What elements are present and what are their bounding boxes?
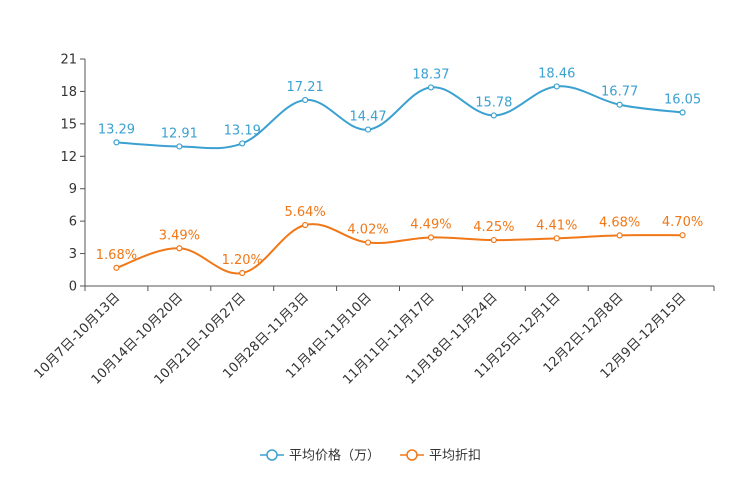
data-point[interactable]	[427, 234, 435, 241]
y-tick-label: 21	[60, 53, 77, 68]
data-point[interactable]	[679, 109, 686, 116]
data-label: 14.47	[349, 110, 386, 125]
legend-marker-icon	[266, 449, 278, 461]
data-label: 5.64%	[284, 205, 325, 220]
data-label: 16.05	[664, 93, 701, 108]
y-tick-label: 3	[69, 247, 77, 262]
data-label: 1.68%	[96, 248, 137, 263]
data-point[interactable]	[427, 84, 435, 91]
data-point[interactable]	[616, 232, 623, 239]
data-label: 15.78	[475, 95, 512, 110]
data-point[interactable]	[302, 96, 309, 104]
legend-marker-icon	[406, 449, 418, 461]
data-label: 4.02%	[347, 223, 388, 238]
y-tick-label: 15	[60, 117, 77, 132]
y-tick-label: 6	[69, 215, 77, 230]
data-label: 4.41%	[536, 218, 577, 233]
data-label: 13.29	[98, 122, 135, 137]
data-point[interactable]	[490, 112, 497, 119]
data-label: 18.46	[538, 66, 575, 81]
series-layer: 13.29 12.91 13.19 17.21 14.47 18.37 15.78 18.46…	[96, 66, 703, 277]
data-label: 4.68%	[599, 215, 640, 230]
y-tick-label: 9	[69, 182, 77, 197]
data-point[interactable]	[239, 140, 246, 147]
data-point[interactable]	[679, 232, 686, 239]
data-point[interactable]	[176, 245, 183, 252]
data-label: 3.49%	[159, 228, 200, 243]
legend-item-1[interactable]: 平均价格（万）	[260, 448, 380, 464]
data-label: 4.49%	[410, 217, 451, 232]
data-point[interactable]	[364, 126, 372, 133]
y-tick-label: 18	[60, 85, 77, 100]
data-label: 4.70%	[662, 215, 703, 230]
data-point[interactable]	[176, 143, 183, 150]
data-point[interactable]	[364, 239, 372, 246]
data-point[interactable]	[113, 264, 120, 271]
data-point[interactable]	[490, 236, 497, 244]
data-label: 4.25%	[473, 220, 514, 235]
y-tick-label: 0	[69, 280, 77, 295]
y-tick-label: 12	[60, 150, 77, 165]
x-axis: 10月7日-10月13日10月14日-10月20日10月21日-10月27日10…	[32, 285, 715, 388]
data-label: 1.20%	[222, 253, 263, 268]
data-point[interactable]	[616, 101, 623, 108]
data-label: 13.19	[224, 123, 261, 138]
series-line	[116, 223, 683, 275]
y-axis: 0 3 6 9 12 15 18 21	[60, 53, 86, 295]
data-point[interactable]	[553, 83, 560, 90]
series-line	[116, 85, 683, 150]
data-label: 17.21	[287, 80, 324, 95]
data-point[interactable]	[239, 269, 246, 277]
data-point[interactable]	[113, 139, 120, 146]
legend-item-2[interactable]: 平均折扣	[400, 449, 481, 464]
data-label: 16.77	[601, 85, 638, 100]
series-1: 13.29 12.91 13.19 17.21 14.47 18.37 15.78 18.46…	[98, 66, 701, 150]
data-label: 18.37	[412, 67, 449, 82]
data-point[interactable]	[302, 221, 309, 229]
data-point[interactable]	[553, 235, 560, 242]
series-2: 1.68% 3.49% 1.20% 5.64% 4.02% 4.49% 4.25% 4.41%…	[96, 205, 703, 277]
data-label: 12.91	[161, 126, 198, 141]
legend-label: 平均折扣	[429, 449, 481, 464]
legend: 平均价格（万） 平均折扣	[260, 448, 481, 464]
legend-label: 平均价格（万）	[289, 448, 380, 464]
